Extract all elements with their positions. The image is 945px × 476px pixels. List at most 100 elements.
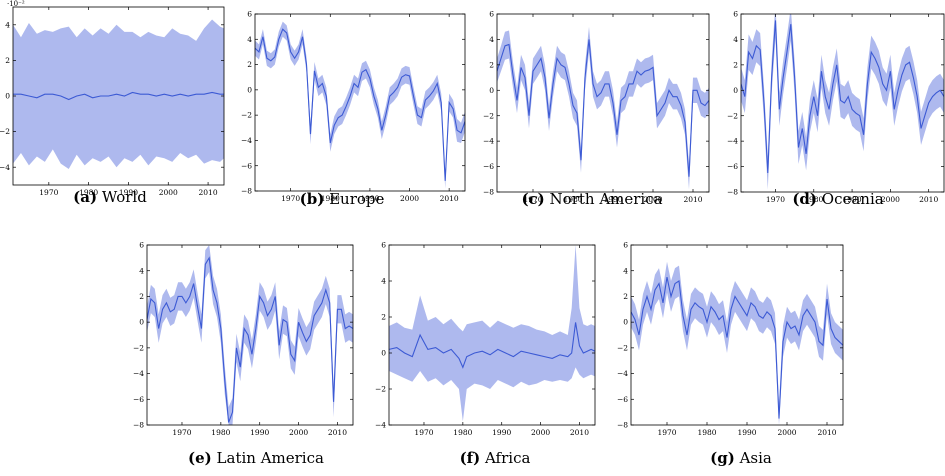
- europe-xtick-label: 2000: [400, 194, 419, 203]
- world-caption: (a) World: [73, 188, 147, 206]
- oceania-ytick-label: −4: [727, 137, 738, 146]
- europe-ytick-label: −4: [241, 136, 252, 145]
- europe-caption-letter: (b): [300, 190, 325, 208]
- africa-xtick-label: 1970: [414, 428, 433, 437]
- oceania-ytick-label: 2: [733, 60, 738, 69]
- world-caption-title: World: [97, 188, 147, 206]
- oceania-xtick-label: 1980: [804, 195, 823, 204]
- latin-america-ytick-label: 2: [139, 292, 144, 301]
- panel-africa: 1970 1980 1990 2000 2010 6 4 2 0 −2 −4 (f) Africa: [375, 241, 596, 467]
- world-xtick-label: 2000: [159, 188, 178, 197]
- africa-ytick-label: 2: [381, 313, 386, 322]
- latin-america-ytick-label: −6: [133, 395, 144, 404]
- panel-latin-america: 1970 1980 1990 2000 2010 6 4 2 0 −2 −4 −6 −8 (e) Lati…: [133, 241, 354, 467]
- africa-ytick-label: −4: [375, 421, 386, 430]
- oceania-caption-letter: (d): [792, 190, 817, 208]
- latin-america-caption-title: Latin America: [212, 449, 324, 467]
- europe-axes-frame: [254, 13, 466, 192]
- north-america-ytick-label: 6: [489, 10, 494, 19]
- north-america-ytick-label: 2: [489, 60, 494, 69]
- world-caption-letter: (a): [73, 188, 97, 206]
- north-america-xtick-label: 1990: [603, 195, 622, 204]
- north-america-ytick-label: −2: [483, 111, 494, 120]
- latin-america-xtick-label: 2010: [328, 428, 347, 437]
- asia-ytick-label: −6: [617, 395, 628, 404]
- africa-xtick-label: 1990: [492, 428, 511, 437]
- europe-caption-title: Europe: [324, 190, 384, 208]
- north-america-confidence-band: [497, 26, 709, 190]
- latin-america-xtick-label: 1980: [211, 428, 230, 437]
- asia-ytick-label: −4: [617, 369, 628, 378]
- panel-oceania: 1970 1980 1990 2000 2010 6 4 2 0 −2 −4 −6 −8 (d) Ocea…: [727, 10, 945, 208]
- north-america-caption-letter: (c): [521, 190, 544, 208]
- oceania-ytick-label: 4: [733, 35, 738, 44]
- asia-axes-frame: [630, 244, 844, 426]
- oceania-xtick-label: 1970: [766, 195, 785, 204]
- oceania-ytick-label: 6: [733, 10, 738, 19]
- world-ytick-label: 2: [5, 56, 10, 65]
- africa-xtick-label: 1980: [453, 428, 472, 437]
- asia-xtick-label: 1980: [697, 428, 716, 437]
- asia-ytick-label: −2: [617, 343, 628, 352]
- latin-america-caption-letter: (e): [188, 449, 212, 467]
- africa-xtick-label: 2000: [531, 428, 550, 437]
- africa-caption-letter: (f): [460, 449, 481, 467]
- world-xtick-label: 1990: [119, 188, 138, 197]
- panel-world: 1970 1980 1990 2000 2010 4 2 0 −2 −4 ·10⁻² (a) Worl…: [0, 0, 225, 206]
- oceania-xtick-label: 1990: [843, 195, 862, 204]
- asia-confidence-band: [631, 261, 843, 425]
- europe-ytick-label: 6: [247, 10, 252, 19]
- panel-asia: 1970 1980 1990 2000 2010 6 4 2 0 −2 −4 −6 −8 (g) Asia: [617, 241, 844, 467]
- asia-ytick-label: 6: [623, 241, 628, 250]
- latin-america-ytick-label: 0: [139, 318, 144, 327]
- oceania-confidence-band: [741, 14, 944, 190]
- europe-ytick-label: 2: [247, 60, 252, 69]
- europe-ytick-label: −8: [241, 187, 252, 196]
- asia-ytick-label: 4: [623, 266, 628, 275]
- africa-caption: (f) Africa: [460, 449, 531, 467]
- north-america-axes-frame: [496, 13, 710, 193]
- asia-caption-title: Asia: [735, 449, 772, 467]
- latin-america-ytick-label: −4: [133, 369, 144, 378]
- world-xtick-label: 1980: [79, 188, 98, 197]
- world-xtick-label: 2010: [199, 188, 218, 197]
- world-series-line: [13, 91, 224, 101]
- north-america-caption-title: North America: [545, 190, 663, 208]
- world-ytick-label: 4: [5, 20, 10, 29]
- north-america-xtick-label: 1970: [523, 195, 542, 204]
- north-america-xtick-label: 2000: [643, 195, 662, 204]
- oceania-xtick-label: 2000: [881, 195, 900, 204]
- panel-europe: 1970 1980 1990 2000 2010 6 4 2 0 −2 −4 −6 −8 (b) Euro…: [241, 10, 466, 208]
- latin-america-axes-frame: [146, 244, 354, 426]
- africa-ytick-label: 0: [381, 349, 386, 358]
- europe-ytick-label: 4: [247, 35, 252, 44]
- world-xtick-label: 1970: [39, 188, 58, 197]
- europe-ytick-label: −6: [241, 161, 252, 170]
- africa-xtick-label: 2010: [570, 428, 589, 437]
- europe-xtick-label: 1990: [360, 194, 379, 203]
- world-ytick-label: −2: [0, 127, 10, 136]
- latin-america-ytick-label: −8: [133, 421, 144, 430]
- asia-caption: (g) Asia: [710, 449, 772, 467]
- asia-series-line: [631, 277, 843, 419]
- africa-series-line: [389, 322, 595, 369]
- europe-caption: (b) Europe: [300, 190, 385, 208]
- oceania-axes-frame: [740, 13, 945, 193]
- asia-ytick-label: 2: [623, 292, 628, 301]
- north-america-xtick-label: 2010: [683, 195, 702, 204]
- europe-xtick-label: 1970: [281, 194, 300, 203]
- north-america-ytick-label: −4: [483, 137, 494, 146]
- latin-america-confidence-band: [147, 245, 353, 425]
- north-america-ytick-label: −8: [483, 188, 494, 197]
- africa-ytick-label: 4: [381, 277, 386, 286]
- asia-xtick-label: 1970: [657, 428, 676, 437]
- north-america-caption: (c) North America: [521, 190, 662, 208]
- oceania-xtick-label: 2010: [919, 195, 938, 204]
- north-america-ytick-label: 0: [489, 86, 494, 95]
- oceania-series-line: [741, 20, 944, 173]
- africa-ytick-label: −2: [375, 385, 386, 394]
- asia-caption-letter: (g): [710, 449, 735, 467]
- north-america-ytick-label: 4: [489, 35, 494, 44]
- oceania-caption-title: Oceania: [817, 190, 884, 208]
